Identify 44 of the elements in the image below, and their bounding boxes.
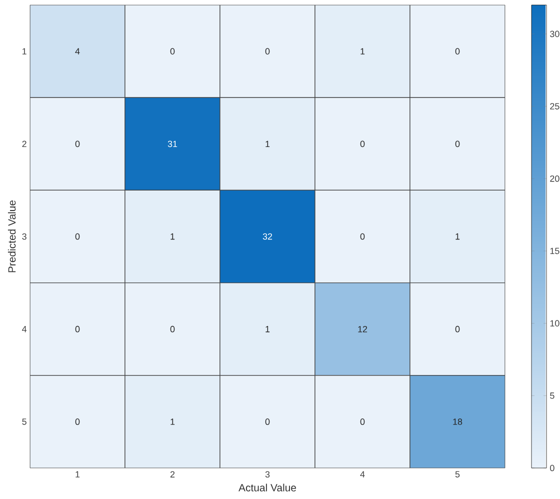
x-tick-label: 1 bbox=[76, 471, 80, 478]
x-axis-title: Actual Value bbox=[238, 484, 296, 492]
data-label: 1 bbox=[360, 48, 365, 54]
x-tick-label: 5 bbox=[455, 471, 460, 478]
y-tick-label: 1 bbox=[22, 48, 26, 54]
data-label: 1 bbox=[170, 418, 175, 425]
color-bar-label: 5 bbox=[550, 392, 554, 399]
data-label: 18 bbox=[453, 418, 462, 425]
x-tick-label: 2 bbox=[170, 471, 175, 478]
color-bar-label: 25 bbox=[550, 103, 560, 110]
color-bar-label: 15 bbox=[550, 248, 560, 254]
data-label: 1 bbox=[170, 233, 175, 240]
data-label: 0 bbox=[265, 418, 270, 425]
data-label: 0 bbox=[75, 233, 80, 240]
data-label: 12 bbox=[358, 326, 368, 332]
data-label: 0 bbox=[360, 140, 365, 148]
data-label: 0 bbox=[455, 140, 460, 148]
data-label: 0 bbox=[170, 326, 175, 332]
data-label: 0 bbox=[360, 418, 365, 425]
color-bar-label: 30 bbox=[550, 30, 560, 38]
y-tick-label: 4 bbox=[22, 326, 27, 332]
data-label: 1 bbox=[266, 140, 270, 147]
color-bar-label: 0 bbox=[550, 464, 554, 472]
data-label: 32 bbox=[262, 233, 272, 240]
data-label: 31 bbox=[168, 140, 178, 148]
data-label: 0 bbox=[455, 326, 460, 332]
y-tick-label: 3 bbox=[22, 233, 26, 240]
y-tick-label: 5 bbox=[22, 418, 26, 425]
data-label: 1 bbox=[266, 326, 270, 332]
data-label: 0 bbox=[75, 140, 80, 148]
data-label: 0 bbox=[170, 48, 175, 54]
y-axis-title: Predicted Value bbox=[8, 200, 16, 272]
data-label: 0 bbox=[75, 326, 80, 332]
data-label: 1 bbox=[456, 233, 460, 240]
data-label: 0 bbox=[75, 418, 80, 425]
data-label: 0 bbox=[265, 48, 270, 54]
x-tick-label: 4 bbox=[360, 471, 365, 478]
color-bar-label: 10 bbox=[550, 320, 560, 326]
data-label: 0 bbox=[455, 48, 460, 54]
data-label: 0 bbox=[360, 233, 365, 240]
y-tick-label: 2 bbox=[22, 140, 26, 148]
x-tick-label: 3 bbox=[265, 471, 270, 478]
data-label: 4 bbox=[75, 48, 80, 54]
color-bar-label: 20 bbox=[550, 175, 560, 182]
